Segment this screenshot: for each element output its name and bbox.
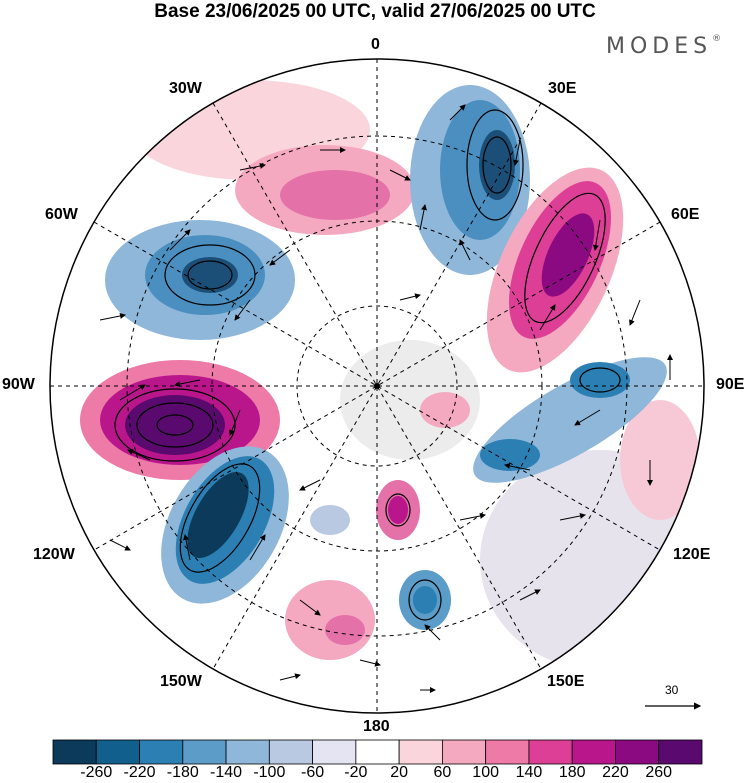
colorbar-tick-label: -20 (344, 764, 368, 781)
colorbar-tick-label: 260 (645, 764, 673, 781)
negative-anomaly-core (187, 472, 249, 558)
negative-anomaly-core (570, 362, 630, 398)
colorbar-swatch (658, 739, 703, 765)
colorbar-tick-label: -140 (210, 764, 243, 781)
positive-anomaly-core (125, 395, 225, 455)
lon-label-60w: 60W (45, 206, 78, 223)
colorbar-tick-label: 60 (433, 764, 452, 781)
colorbar-tick-label: -220 (123, 764, 156, 781)
lon-label-150w: 150W (160, 673, 202, 690)
lon-label-90w: 90W (2, 376, 35, 393)
anomaly-field (50, 59, 704, 713)
colorbar-swatch (52, 739, 97, 765)
colorbar-swatch (615, 739, 660, 765)
colorbar-swatch (485, 739, 530, 765)
negative-anomaly-core (413, 586, 437, 614)
contour-lines (114, 109, 621, 621)
map-title: Base 23/06/2025 00 UTC, valid 27/06/2025… (154, 1, 596, 22)
colorbar-swatch (268, 739, 314, 765)
colorbar-tick-label: 140 (515, 764, 543, 781)
colorbar-swatch (225, 739, 270, 765)
colorbar-swatch (95, 739, 140, 765)
negative-anomaly (310, 505, 350, 535)
registered-mark: ® (712, 34, 722, 44)
colorbar-tick-label: -100 (253, 764, 286, 781)
positive-anomaly (420, 392, 470, 428)
negative-anomaly-core (480, 439, 540, 471)
negative-anomaly-core (182, 257, 238, 293)
positive-anomaly-core (541, 213, 595, 297)
lon-label-30w: 30W (169, 80, 202, 97)
colorbar-swatch (312, 739, 357, 765)
colorbar-tick-label: -180 (166, 764, 199, 781)
brand-text: MODES (606, 34, 713, 59)
colorbar-swatch (441, 739, 487, 765)
colorbar-tick-label: -60 (301, 764, 325, 781)
colorbar-swatch (182, 739, 227, 765)
positive-anomaly-core (325, 615, 365, 645)
antarctica-land (340, 340, 480, 460)
reference-vector-label: 30 (665, 683, 679, 697)
lon-label-180: 180 (363, 718, 390, 735)
lon-label-120e: 120E (673, 546, 711, 563)
colorbar-swatch (398, 739, 443, 765)
lon-label-90e: 90E (716, 376, 745, 393)
negative-anomaly-core (479, 130, 515, 200)
wind-vectors (99, 104, 673, 693)
positive-anomaly-core (388, 496, 408, 524)
colorbar-tick-label: 180 (558, 764, 586, 781)
colorbar-swatch (528, 739, 573, 765)
light-positive-region (620, 400, 700, 520)
lon-label-120w: 120W (33, 546, 75, 563)
graticule (50, 59, 704, 713)
colorbar-tick-label: 100 (472, 764, 500, 781)
colorbar-tick-label: 20 (390, 764, 409, 781)
colorbar-swatch (139, 739, 184, 765)
lon-label-0: 0 (371, 36, 380, 53)
modes-logo: MODES® (606, 34, 721, 59)
lon-label-30e: 30E (548, 80, 577, 97)
lon-label-150e: 150E (547, 673, 585, 690)
south-pole-marker (374, 383, 380, 389)
map-boundary (49, 58, 705, 714)
colorbar-swatch (571, 739, 616, 765)
colorbar-swatch (355, 739, 400, 765)
positive-anomaly-core (280, 170, 390, 220)
colorbar-tick-label: -260 (80, 764, 113, 781)
lon-label-60e: 60E (671, 206, 700, 223)
colorbar-tick-label: 220 (602, 764, 629, 781)
